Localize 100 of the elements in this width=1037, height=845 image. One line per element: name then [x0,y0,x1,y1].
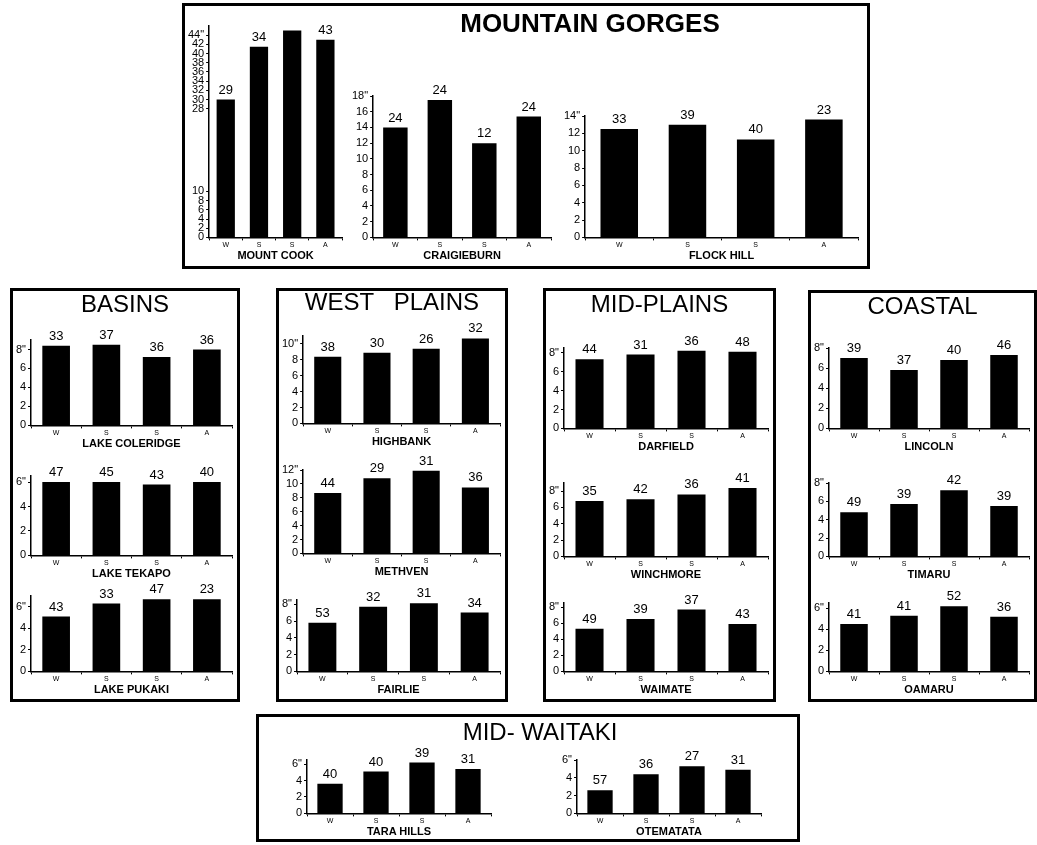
annotation: 31 [730,751,746,767]
y-tick-label: 12 [567,126,581,139]
y-tick-label: 0 [295,806,303,819]
y-tick-label: 6 [362,183,369,196]
y-tick-label: 4 [19,621,27,634]
y-tick-label: 14" [564,109,581,122]
y-tick-label: 8" [548,600,560,613]
y-tick-label: 2 [817,643,825,656]
annotation: 49 [846,494,862,510]
annotation: 31 [633,336,648,352]
annotation: 42 [946,472,962,488]
y-tick-label: 8" [813,476,825,489]
y-tick-label: 6 [817,361,825,374]
annotation: 49 [582,610,597,626]
y-tick-label: 0 [817,549,825,562]
annotation: 39 [846,340,862,356]
y-tick-label: 0 [285,664,293,677]
chart-title: BASINS [80,290,170,318]
annotation: 53 [315,604,330,620]
y-tick-label: 4 [292,384,299,397]
text: 31 [418,452,434,468]
y-tick-label: 10 [355,151,369,164]
x-axis-title: TARA HILLS [366,825,432,838]
annotation: 40 [946,342,962,358]
x-axis-title: OTEMATATA [636,825,702,838]
annotation: 33 [99,585,114,601]
y-tick-label: 4 [552,516,560,529]
y-tick-label: 4 [285,630,293,643]
annotation: 26 [418,330,434,346]
annotation: 46 [996,337,1012,353]
annotation: 23 [199,581,215,597]
annotation: 34 [251,28,267,44]
x-axis-title: METHVEN [374,565,429,578]
y-tick-label: 2 [552,402,560,415]
annotation: 39 [680,106,695,122]
annotation: 44 [320,475,335,491]
y-tick-label: 2 [817,401,825,414]
annotation: 38 [320,338,335,354]
y-tick-label: 0 [292,416,299,429]
annotation: 37 [99,326,114,342]
y-tick-label: 0 [19,664,27,677]
y-tick-label: 8 [362,167,369,180]
y-tick-label: 4 [19,499,27,512]
y-tick-label: 2 [565,788,573,801]
y-tick-label: 0 [552,421,560,434]
y-tick-label: 2 [19,642,27,655]
y-tick-label: 12" [282,463,299,476]
y-tick-label: 0 [574,230,581,243]
y-tick-label: 4 [817,622,825,635]
annotation: 57 [592,772,608,788]
y-tick-label: 6" [561,753,573,766]
y-tick-label: 6 [292,368,299,381]
annotation: 24 [521,98,536,114]
y-tick-label: 2 [19,524,27,536]
y-tick-label: 6 [552,616,560,629]
y-tick-label: 8" [548,345,560,358]
x-axis-title: LAKE TEKAPO [92,567,172,580]
chart-title: MOUNTAIN GORGES [459,8,721,39]
y-tick-label: 2 [292,400,299,413]
y-tick-label: 0 [817,664,825,677]
y-tick-label: 12 [355,136,369,149]
annotation: 40 [322,765,338,781]
annotation: 41 [896,597,912,613]
y-tick-label: 4 [552,383,560,396]
annotation: 40 [748,121,763,137]
y-tick-label: 10 [567,143,581,156]
annotation: 36 [149,339,164,355]
annotation: 43 [149,466,164,482]
annotation: 39 [633,601,648,617]
y-tick-label: 0 [552,664,560,677]
x-axis-title: LAKE PUKAKI [93,683,170,696]
annotation: 41 [846,606,862,622]
x-axis-title: DARFIELD [638,440,694,453]
annotation: 23 [816,101,832,117]
annotation: 24 [432,82,448,98]
chart-title: MID-PLAINS [589,290,730,318]
annotation: 36 [468,469,483,485]
y-tick-label: 6" [15,599,27,612]
y-tick-label: 0 [817,421,825,434]
y-tick-label: 6 [292,504,299,517]
y-tick-label: 8 [292,490,299,503]
annotation: 12 [477,125,492,141]
annotation: 39 [896,486,912,502]
y-tick-label: 4 [19,380,27,393]
y-tick-label: 6 [817,494,825,507]
y-tick-label: 6" [291,757,303,770]
y-tick-label: 10 [285,476,299,489]
annotation: 31 [460,751,476,767]
y-tick-label: 0 [292,546,299,559]
y-tick-label: 2 [552,648,560,661]
y-tick-label: 0 [19,418,27,431]
annotation: 47 [149,581,164,597]
y-tick-label: 8" [281,597,293,610]
x-axis-title: WAIMATE [640,683,692,696]
annotation: 34 [467,594,482,610]
y-tick-label: 18" [352,89,369,102]
x-axis-title: CRAIGIEBURN [423,249,501,262]
y-tick-label: 2 [574,213,581,226]
annotation: 32 [468,320,483,336]
y-tick-label: 2 [817,531,825,544]
